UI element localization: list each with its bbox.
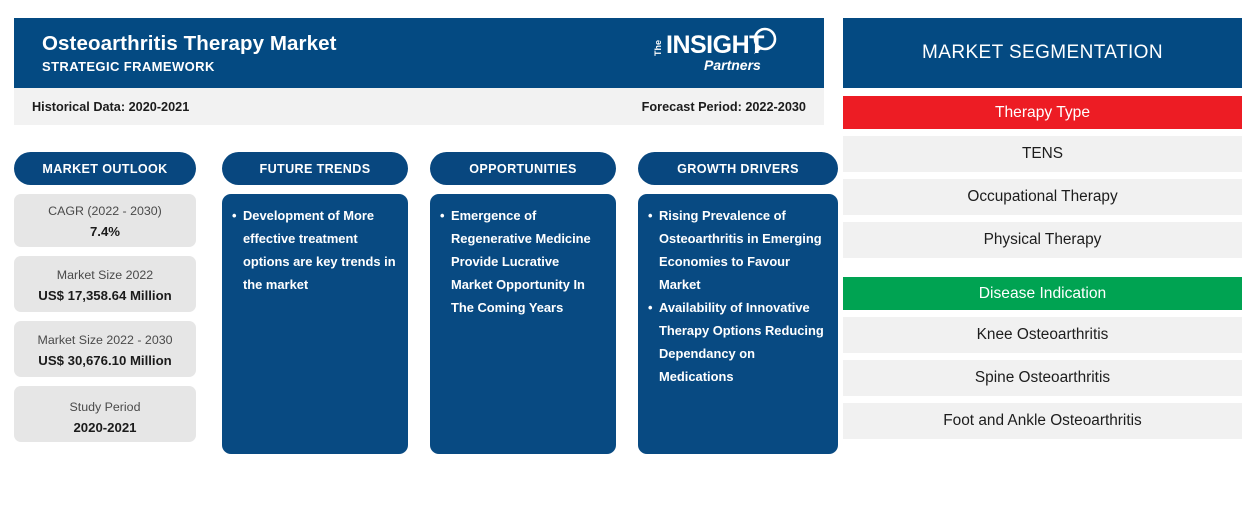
segment-group-divider xyxy=(843,258,1242,269)
segment-group-therapy-type: Therapy Type TENS Occupational Therapy P… xyxy=(843,96,1242,258)
stat-value: US$ 30,676.10 Million xyxy=(38,352,172,368)
column-market-outlook: MARKET OUTLOOK CAGR (2022 - 2030) 7.4% M… xyxy=(14,152,196,442)
list-item: Development of More effective treatment … xyxy=(232,205,396,297)
growth-drivers-panel: Rising Prevalence of Osteoarthritis in E… xyxy=(638,194,838,454)
period-bar: Historical Data: 2020-2021 Forecast Peri… xyxy=(14,88,824,125)
main-block: Osteoarthritis Therapy Market STRATEGIC … xyxy=(14,18,824,125)
stat-box-cagr: CAGR (2022 - 2030) 7.4% xyxy=(14,194,196,247)
future-trends-panel: Development of More effective treatment … xyxy=(222,194,408,454)
svg-text:INSIGHT: INSIGHT xyxy=(666,31,764,59)
stat-value: US$ 17,358.64 Million xyxy=(38,287,172,303)
growth-drivers-list: Rising Prevalence of Osteoarthritis in E… xyxy=(648,205,826,389)
segment-group-disease-indication: Disease Indication Knee Osteoarthritis S… xyxy=(843,277,1242,439)
opportunities-panel: Emergence of Regenerative Medicine Provi… xyxy=(430,194,616,454)
page-title: Osteoarthritis Therapy Market xyxy=(42,32,337,56)
list-item: Rising Prevalence of Osteoarthritis in E… xyxy=(648,205,826,297)
growth-drivers-heading: GROWTH DRIVERS xyxy=(638,152,838,185)
column-opportunities: OPPORTUNITIES Emergence of Regenerative … xyxy=(430,152,616,454)
page-subtitle: STRATEGIC FRAMEWORK xyxy=(42,58,215,74)
segment-item[interactable]: Physical Therapy xyxy=(843,222,1242,258)
columns-row: MARKET OUTLOOK CAGR (2022 - 2030) 7.4% M… xyxy=(14,152,838,462)
segment-item[interactable]: Spine Osteoarthritis xyxy=(843,360,1242,396)
segment-category-disease-indication: Disease Indication xyxy=(843,277,1242,310)
stat-label: CAGR (2022 - 2030) xyxy=(48,204,162,218)
opportunities-heading: OPPORTUNITIES xyxy=(430,152,616,185)
title-text-group: Osteoarthritis Therapy Market STRATEGIC … xyxy=(42,32,337,74)
column-future-trends: FUTURE TRENDS Development of More effect… xyxy=(222,152,408,454)
stat-value: 2020-2021 xyxy=(73,419,137,435)
market-outlook-heading: MARKET OUTLOOK xyxy=(14,152,196,185)
stat-label: Study Period xyxy=(69,400,141,414)
segment-item[interactable]: Knee Osteoarthritis xyxy=(843,317,1242,353)
forecast-period-label: Forecast Period: 2022-2030 xyxy=(641,99,806,114)
market-segmentation-heading: MARKET SEGMENTATION xyxy=(843,18,1242,88)
stat-value: 7.4% xyxy=(89,223,121,239)
segment-item[interactable]: TENS xyxy=(843,136,1242,172)
opportunities-list: Emergence of Regenerative Medicine Provi… xyxy=(440,205,604,320)
segment-category-therapy-type: Therapy Type xyxy=(843,96,1242,129)
future-trends-heading: FUTURE TRENDS xyxy=(222,152,408,185)
list-item: Emergence of Regenerative Medicine Provi… xyxy=(440,205,604,320)
column-growth-drivers: GROWTH DRIVERS Rising Prevalence of Oste… xyxy=(638,152,838,454)
stat-box-market-size-2022-2030: Market Size 2022 - 2030 US$ 30,676.10 Mi… xyxy=(14,321,196,377)
market-segmentation-panel: MARKET SEGMENTATION Therapy Type TENS Oc… xyxy=(843,18,1242,439)
historical-data-label: Historical Data: 2020-2021 xyxy=(32,99,190,114)
stat-box-market-size-2022: Market Size 2022 US$ 17,358.64 Million xyxy=(14,256,196,312)
stat-label: Market Size 2022 xyxy=(56,268,154,282)
future-trends-list: Development of More effective treatment … xyxy=(232,205,396,297)
svg-text:Partners: Partners xyxy=(704,57,761,73)
the-insight-partners-logo: The INSIGHT Partners xyxy=(648,26,788,80)
svg-text:The: The xyxy=(653,40,663,56)
stat-label: Market Size 2022 - 2030 xyxy=(37,333,173,347)
segment-item[interactable]: Foot and Ankle Osteoarthritis xyxy=(843,403,1242,439)
list-item: Availability of Innovative Therapy Optio… xyxy=(648,297,826,389)
stat-box-study-period: Study Period 2020-2021 xyxy=(14,386,196,442)
title-bar: Osteoarthritis Therapy Market STRATEGIC … xyxy=(14,18,824,88)
segment-item[interactable]: Occupational Therapy xyxy=(843,179,1242,215)
